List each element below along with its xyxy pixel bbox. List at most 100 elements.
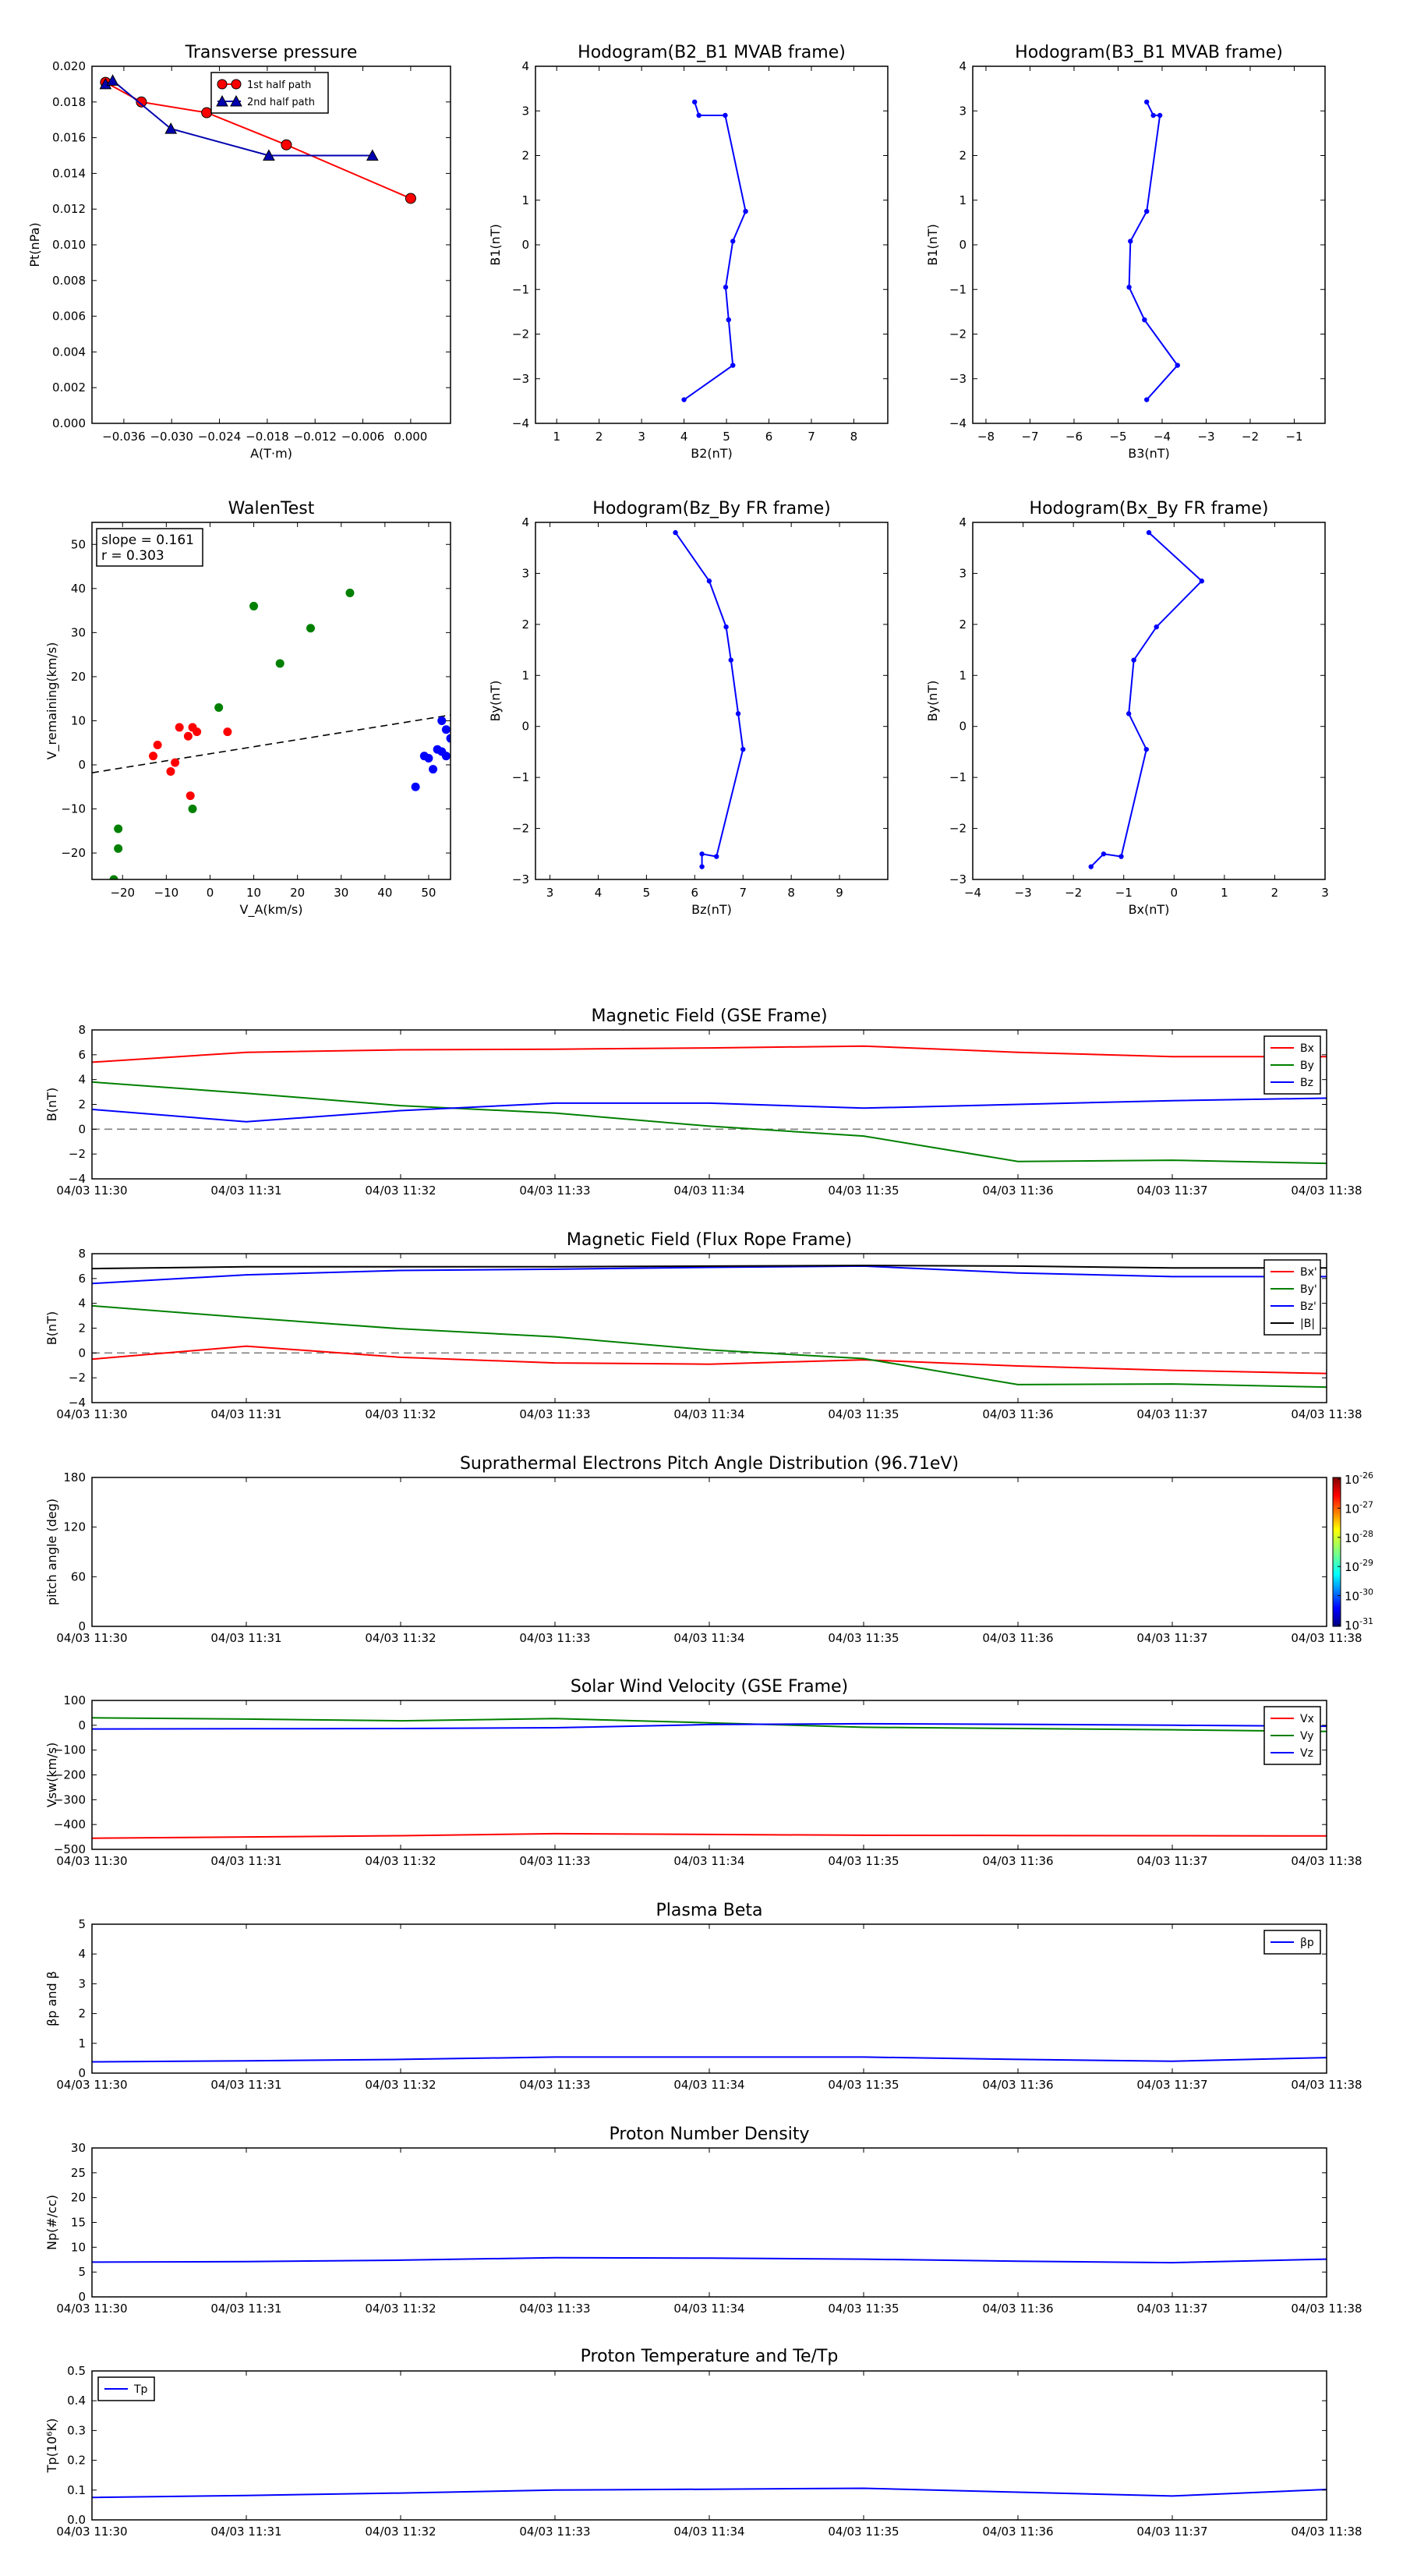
scatter-point bbox=[186, 791, 195, 801]
plot-area bbox=[92, 2487, 1327, 2499]
x-tick-label: 04/03 11:34 bbox=[673, 1854, 744, 1868]
y-tick-label: −300 bbox=[54, 1792, 86, 1806]
y-tick-label: 2 bbox=[521, 617, 529, 632]
x-tick-label: 04/03 11:38 bbox=[1291, 1631, 1362, 1645]
y-tick-label: 1 bbox=[521, 668, 529, 682]
x-tick-label: 6 bbox=[765, 430, 773, 444]
data-point bbox=[735, 711, 741, 717]
y-tick-label: 0 bbox=[78, 758, 86, 772]
y-tick-label: 30 bbox=[71, 625, 86, 639]
x-tick-label: 04/03 11:30 bbox=[56, 1407, 127, 1421]
scatter-point bbox=[437, 716, 447, 725]
y-tick-label: 0.020 bbox=[52, 59, 86, 73]
x-tick-label: 04/03 11:37 bbox=[1136, 1631, 1207, 1645]
scatter-point bbox=[345, 588, 355, 597]
data-point bbox=[706, 579, 712, 584]
y-tick-label: 0.008 bbox=[52, 274, 86, 288]
y-tick-label: 50 bbox=[71, 537, 86, 551]
x-tick-label: 6 bbox=[691, 886, 699, 900]
x-tick-label: 04/03 11:36 bbox=[982, 1854, 1053, 1868]
x-tick-label: 04/03 11:37 bbox=[1136, 2525, 1207, 2539]
y-tick-label: 25 bbox=[71, 2166, 86, 2180]
y-tick-label: 2 bbox=[521, 149, 529, 163]
plot-frame bbox=[91, 1477, 1327, 1627]
y-tick-label: 0.010 bbox=[52, 238, 86, 252]
plot-area bbox=[92, 1045, 1327, 1165]
y-tick-label: −1 bbox=[949, 282, 967, 296]
y-axis-label: Np(#/cc) bbox=[44, 2195, 59, 2250]
y-axis-label: B(nT) bbox=[44, 1088, 59, 1121]
data-point bbox=[728, 657, 733, 663]
y-tick-label: 100 bbox=[63, 1693, 86, 1707]
x-tick-label: 04/03 11:34 bbox=[673, 1631, 744, 1645]
y-tick-label: −2 bbox=[949, 327, 967, 341]
x-tick-label: 3 bbox=[1321, 886, 1329, 900]
scatter-point bbox=[214, 702, 224, 712]
scatter-point bbox=[424, 754, 433, 763]
data-point bbox=[1101, 851, 1107, 857]
legend-label: Bx bbox=[1300, 1042, 1314, 1055]
x-tick-label: −0.006 bbox=[341, 430, 385, 444]
scatter-point bbox=[114, 824, 123, 833]
x-tick-label: −7 bbox=[1021, 430, 1038, 444]
x-tick-label: −8 bbox=[977, 430, 995, 444]
data-point bbox=[696, 112, 702, 119]
y-tick-label: 8 bbox=[78, 1023, 86, 1037]
chart-pad: 0 60 120 180 04/03 11:30 04/03 11:31 04/03 11:… bbox=[44, 1454, 1373, 1645]
y-tick-label: −20 bbox=[61, 846, 86, 860]
x-tick-label: 04/03 11:32 bbox=[365, 1407, 436, 1421]
data-point bbox=[1088, 864, 1094, 869]
x-tick-label: 04/03 11:32 bbox=[365, 2525, 436, 2539]
y-tick-label: −100 bbox=[54, 1743, 86, 1757]
data-point bbox=[281, 139, 292, 150]
data-point bbox=[740, 746, 746, 752]
series-line-2 bbox=[92, 1097, 1327, 1123]
y-tick-label: 2 bbox=[78, 1098, 86, 1112]
legend-label: By' bbox=[1300, 1283, 1317, 1296]
data-point bbox=[1143, 397, 1150, 402]
chart-beta: 0 1 2 3 4 5 04/03 11:30 04/03 11:31 04/03 11:32 0… bbox=[44, 1901, 1362, 2092]
x-tick-label: 04/03 11:30 bbox=[56, 2525, 127, 2539]
data-point bbox=[1128, 239, 1133, 244]
data-point bbox=[405, 193, 416, 204]
plot-frame bbox=[535, 65, 889, 424]
scatter-point bbox=[437, 747, 447, 756]
x-tick-label: 8 bbox=[787, 886, 795, 900]
y-tick-label: 4 bbox=[521, 59, 529, 73]
legend-label: Vy bbox=[1300, 1730, 1314, 1743]
x-tick-label: 04/03 11:32 bbox=[365, 1631, 436, 1645]
y-tick-label: 6 bbox=[78, 1272, 86, 1286]
x-tick-label: −0.012 bbox=[293, 430, 337, 444]
chart-h2: −4 −3 −2 −1 0 1 2 3 4 −8 −7 −6 −5 −4 −3 −2 −1 Hodogram(B3… bbox=[925, 43, 1326, 461]
x-tick-label: 30 bbox=[334, 886, 348, 900]
legend-label: Tp bbox=[133, 2383, 148, 2396]
y-tick-label: 40 bbox=[71, 582, 86, 596]
y-tick-label: 3 bbox=[78, 1976, 86, 1990]
x-tick-label: 2 bbox=[595, 430, 603, 444]
x-tick-label: −0.036 bbox=[102, 430, 146, 444]
y-tick-label: 0.2 bbox=[67, 2454, 86, 2468]
data-point bbox=[263, 149, 275, 161]
x-tick-label: 04/03 11:32 bbox=[365, 1184, 436, 1198]
chart-h3: −3 −2 −1 0 1 2 3 4 3 4 5 6 7 8 9 Hodogram(Bz_By FR fram… bbox=[488, 499, 889, 917]
y-tick-label: 1 bbox=[78, 2036, 86, 2051]
colorbar-tick-label: 10-26 bbox=[1345, 1470, 1373, 1487]
y-tick-label: 0 bbox=[78, 2066, 86, 2080]
x-axis-label: Bx(nT) bbox=[1129, 902, 1170, 917]
x-tick-label: 04/03 11:35 bbox=[828, 2302, 899, 2316]
series-line-0 bbox=[92, 2256, 1327, 2264]
colorbar-exponent: -27 bbox=[1359, 1499, 1373, 1509]
x-tick-label: 04/03 11:37 bbox=[1136, 1407, 1207, 1421]
legend-label: Vx bbox=[1300, 1713, 1314, 1725]
y-tick-label: −4 bbox=[69, 1172, 86, 1186]
plot-frame bbox=[972, 522, 1326, 880]
x-tick-label: 04/03 11:37 bbox=[1136, 2078, 1207, 2092]
y-tick-label: −2 bbox=[512, 822, 529, 836]
scatter-point bbox=[166, 766, 175, 776]
plot-area bbox=[673, 529, 746, 869]
y-tick-label: 0 bbox=[78, 1346, 86, 1360]
y-axis-label: B(nT) bbox=[44, 1311, 59, 1345]
x-tick-label: 04/03 11:32 bbox=[365, 1854, 436, 1868]
plot-area bbox=[1126, 99, 1180, 402]
